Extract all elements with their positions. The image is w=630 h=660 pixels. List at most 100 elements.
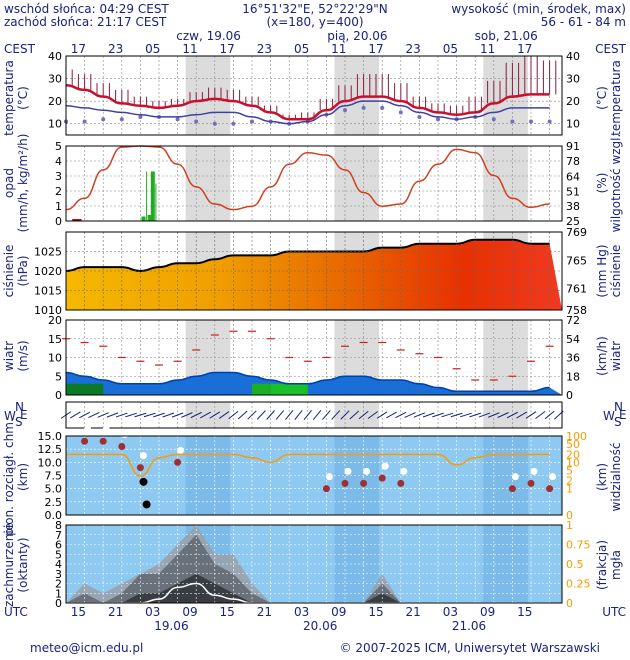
y-tick-label-right: 91 — [566, 140, 580, 153]
footer-email[interactable]: meteo@icm.edu.pl — [30, 641, 143, 655]
dewpoint-dot — [380, 105, 385, 110]
svg-text:N: N — [15, 400, 24, 414]
dewpoint-dot — [138, 114, 143, 119]
cloud-top-dot — [99, 437, 107, 445]
cloud-base-dot — [139, 452, 147, 460]
y-tick-label-left: 10 — [48, 118, 62, 131]
wind-direction-arrow — [181, 412, 193, 418]
svg-text:temperatura: temperatura — [609, 60, 623, 136]
wind-direction-arrow — [386, 411, 397, 419]
dewpoint-dot — [491, 117, 496, 122]
y-tick-label-right: 20 — [566, 95, 580, 108]
wind-direction-arrow — [209, 411, 221, 419]
y-tick-label-right: 64 — [566, 171, 580, 184]
pressure-panel: 1010 1015 1020 1025 758 761 765 769 — [34, 226, 587, 317]
y-tick-label-right: 761 — [566, 283, 587, 296]
dewpoint-dot — [212, 121, 217, 126]
wind-category-block — [270, 383, 308, 395]
y-tick-label-left: 4 — [55, 558, 62, 571]
precip-panel-night-band — [185, 146, 231, 221]
bottom-timezone-left: UTC — [4, 605, 28, 619]
cover-left-label: zachmurzenie (oktanty) — [2, 523, 30, 607]
panel-border — [65, 401, 563, 429]
top-hour-tick-label: 17 — [517, 42, 532, 56]
svg-text:N: N — [614, 400, 623, 414]
night-band — [483, 436, 528, 515]
y-tick-label-right: 54 — [566, 333, 580, 346]
wind-category-block — [252, 383, 271, 395]
wind-direction-arrow — [478, 412, 491, 418]
wind-direction-arrow — [275, 410, 285, 420]
svg-text:(hPa): (hPa) — [16, 255, 30, 286]
precip-right-label: (%) wilgotność wzgl. — [595, 134, 623, 233]
cloud-top-dot — [136, 464, 144, 472]
top-timezone-left: CEST — [4, 42, 36, 56]
top-hour-tick-label: 23 — [108, 42, 123, 56]
bottom-day-label: 20.06 — [303, 619, 337, 633]
svg-text:(mm/h, kg/m²/h): (mm/h, kg/m²/h) — [16, 134, 30, 233]
top-hour-ticks: 17 23 05 11 17 23 05 11 17 23 05 11 17 — [71, 42, 533, 56]
cloud-top-dot — [508, 485, 516, 493]
y-tick-label-left: 2 — [55, 185, 62, 198]
cloud-base-dot — [511, 473, 519, 481]
footer-copyright: © 2007-2025 ICM, Uniwersytet Warszawski — [340, 641, 600, 655]
wind-direction-arrow — [237, 410, 248, 420]
wind-direction-arrow — [506, 411, 518, 419]
panel-border — [65, 524, 563, 604]
y-tick-label-left: 8 — [55, 519, 62, 532]
y-tick-label-right: 0 — [566, 597, 573, 610]
cloud-top-dot — [341, 479, 349, 487]
wind-direction-arrow — [516, 411, 528, 419]
wind-direction-arrow — [162, 412, 175, 418]
bottom-hour-tick-label: 15 — [517, 605, 532, 619]
direction-panel-night-band — [483, 402, 528, 428]
wind-direction-arrow — [294, 409, 303, 421]
y-tick-label-right: 78 — [566, 155, 580, 168]
wind-direction-arrow — [395, 411, 407, 419]
y-tick-label-left: 10.0 — [38, 456, 63, 469]
y-tick-label-left: 0 — [55, 597, 62, 610]
y-tick-label-right: 36 — [566, 352, 580, 365]
temp-right-label: (°C) temperatura — [595, 60, 623, 136]
cloud-base-dot — [530, 467, 538, 475]
wind-avg-area — [66, 372, 562, 395]
y-tick-label-left: 10 — [48, 352, 62, 365]
cloud-top-dot — [397, 479, 405, 487]
y-tick-label-right: 0 — [566, 509, 573, 522]
wind-direction-arrow — [404, 412, 416, 418]
bottom-hour-tick-label: 03 — [443, 605, 458, 619]
top-hour-tick-label: 05 — [443, 42, 458, 56]
bottom-hour-tick-label: 09 — [331, 605, 346, 619]
top-hour-tick-label: 23 — [406, 42, 421, 56]
top-hour-tick-label: 11 — [182, 42, 197, 56]
wind-direction-arrow — [422, 412, 435, 418]
wind-direction-arrow — [497, 412, 509, 418]
top-hour-tick-label: 17 — [220, 42, 235, 56]
wind-right-label: (km/h) wiatr — [595, 336, 623, 376]
wind-direction-arrow — [358, 410, 369, 420]
y-tick-label-right: 758 — [566, 304, 587, 317]
y-tick-label-left: 5 — [55, 548, 62, 561]
precip-bar — [141, 216, 146, 221]
wind-direction-arrow — [312, 410, 322, 420]
cloud-top-dot — [378, 474, 386, 482]
y-tick-label-left: 15.0 — [38, 430, 63, 443]
y-tick-label-left: 15 — [48, 333, 62, 346]
y-tick-label-left: 1010 — [34, 304, 62, 317]
wind-direction-arrow — [450, 412, 463, 418]
wind-direction-arrow — [544, 410, 555, 420]
wind-direction-arrow — [266, 410, 275, 420]
svg-text:(°C): (°C) — [16, 86, 30, 110]
wind-direction-arrow — [256, 410, 266, 420]
svg-text:temperatura: temperatura — [2, 60, 16, 136]
dewpoint-dot — [361, 105, 366, 110]
dewpoint-dot — [101, 117, 106, 122]
y-tick-label-left: 6 — [55, 539, 62, 552]
wind-direction-arrow — [190, 411, 202, 419]
y-tick-label-left: 40 — [48, 50, 62, 63]
y-tick-label-right: 51 — [566, 185, 580, 198]
wind-direction-arrow — [171, 412, 184, 418]
svg-text:mgła: mgła — [609, 550, 623, 580]
